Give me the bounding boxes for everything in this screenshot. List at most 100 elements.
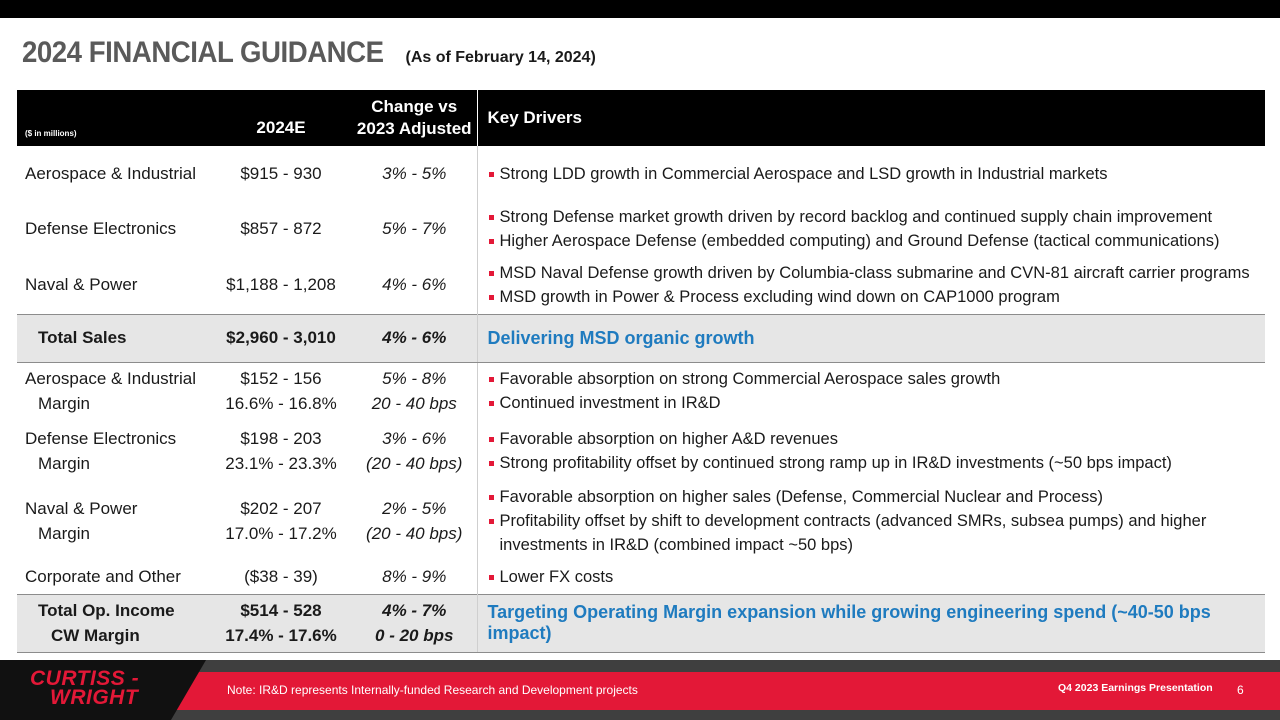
row-label: Naval & Power Margin: [17, 481, 210, 561]
cw-margin-value: 17.4% - 17.6%: [225, 626, 337, 645]
logo-background: [0, 660, 206, 720]
curtiss-wright-logo: CURTISS - WRIGHT: [30, 667, 140, 709]
driver-bullet: Favorable absorption on strong Commercia…: [488, 367, 1266, 391]
row-label: Corporate and Other: [25, 567, 181, 587]
driver-bullet: MSD growth in Power & Process excluding …: [488, 285, 1266, 309]
op-income-value: $152 - 156: [240, 369, 322, 389]
units-label: ($ in millions): [17, 90, 210, 146]
driver-bullet: Strong LDD growth in Commercial Aerospac…: [488, 162, 1266, 186]
total-op-income-change: 4% - 7%: [382, 601, 447, 620]
row-change: 4% - 6%: [352, 257, 478, 314]
table-row: Naval & Power $1,188 - 1,208 4% - 6% MSD…: [17, 257, 1265, 314]
footer-note: Note: IR&D represents Internally-funded …: [227, 683, 638, 697]
segment-label: Defense Electronics: [25, 428, 177, 448]
segment-label: Aerospace & Industrial: [25, 369, 197, 389]
row-drivers: Favorable absorption on higher A&D reven…: [477, 420, 1265, 481]
row-value: $198 - 203 23.1% - 23.3%: [210, 420, 352, 481]
total-op-income-row: Total Op. Income CW Margin $514 - 528 17…: [17, 593, 1265, 653]
row-drivers: Favorable absorption on strong Commercia…: [477, 362, 1265, 420]
driver-bullet: Favorable absorption on higher sales (De…: [488, 485, 1266, 509]
table-row: Defense Electronics $857 - 872 5% - 7% S…: [17, 201, 1265, 257]
row-drivers: Favorable absorption on higher sales (De…: [477, 481, 1265, 561]
page-title: 2024 FINANCIAL GUIDANCE: [22, 36, 384, 69]
margin-value: 17.0% - 17.2%: [225, 524, 337, 543]
row-value: $857 - 872: [240, 219, 322, 238]
table-row: Defense Electronics Margin $198 - 203 23…: [17, 420, 1265, 481]
row-value: $1,188 - 1,208: [226, 275, 336, 295]
page-number: 6: [1237, 683, 1244, 697]
total-op-income-value: $514 - 528: [240, 601, 322, 620]
footer-red-strip: [0, 672, 1280, 710]
total-sales-change: 4% - 6%: [352, 313, 478, 363]
total-op-value: $514 - 528 17.4% - 17.6%: [210, 593, 352, 653]
row-drivers: Strong LDD growth in Commercial Aerospac…: [477, 146, 1265, 201]
driver-text-continued: investments in IR&D (combined impact ~50…: [499, 536, 854, 554]
margin-value: 16.6% - 16.8%: [225, 394, 337, 414]
row-change: 2% - 5% (20 - 40 bps): [352, 481, 478, 561]
op-income-change: 5% - 8%: [382, 369, 447, 389]
total-op-change: 4% - 7% 0 - 20 bps: [352, 593, 478, 653]
driver-bullet: Profitability offset by shift to develop…: [488, 509, 1266, 557]
row-value: $202 - 207 17.0% - 17.2%: [210, 481, 352, 561]
driver-text: Profitability offset by shift to develop…: [499, 512, 1207, 530]
col-header-drivers: Key Drivers: [477, 90, 1265, 146]
table-row: Aerospace & Industrial Margin $152 - 156…: [17, 362, 1265, 420]
cw-margin-label: CW Margin: [51, 626, 140, 645]
op-income-change: 3% - 6%: [382, 428, 447, 448]
row-drivers: MSD Naval Defense growth driven by Colum…: [477, 257, 1265, 314]
total-op-label: Total Op. Income CW Margin: [17, 593, 210, 653]
margin-change: (20 - 40 bps): [366, 453, 463, 473]
col-header-change-line2: 2023 Adjusted: [356, 119, 472, 138]
row-label: Naval & Power: [25, 275, 138, 295]
table-row: Corporate and Other ($38 - 39) 8% - 9% L…: [17, 561, 1265, 594]
row-label: Aerospace & Industrial: [25, 163, 197, 183]
row-value: $915 - 930: [240, 163, 322, 183]
margin-value: 23.1% - 23.3%: [225, 453, 337, 473]
row-drivers: Strong Defense market growth driven by r…: [477, 201, 1265, 257]
total-op-driver: Targeting Operating Margin expansion whi…: [477, 593, 1265, 653]
table-header: ($ in millions) 2024E Change vs 2023 Adj…: [17, 90, 1265, 146]
page-subtitle: (As of February 14, 2024): [405, 49, 596, 66]
guidance-table: ($ in millions) 2024E Change vs 2023 Adj…: [17, 90, 1265, 653]
top-bar: [0, 0, 1280, 18]
row-change: 5% - 7%: [352, 201, 478, 257]
op-income-value: $198 - 203: [240, 428, 322, 448]
row-change: 8% - 9%: [352, 561, 478, 594]
row-label: Defense Electronics Margin: [17, 420, 210, 481]
row-label: Aerospace & Industrial Margin: [17, 362, 210, 420]
op-income-change: 2% - 5%: [382, 499, 447, 518]
row-label: Defense Electronics: [25, 219, 177, 238]
row-drivers: Lower FX costs: [477, 561, 1265, 594]
driver-bullet: Higher Aerospace Defense (embedded compu…: [488, 229, 1266, 253]
row-change: 3% - 5%: [352, 146, 478, 201]
driver-bullet: Strong Defense market growth driven by r…: [488, 205, 1266, 229]
margin-change: 20 - 40 bps: [371, 394, 457, 414]
driver-bullet: Lower FX costs: [488, 565, 1266, 589]
col-header-2024e: 2024E: [210, 90, 352, 146]
op-income-value: $202 - 207: [240, 499, 322, 518]
row-value: ($38 - 39): [244, 567, 318, 587]
margin-label: Margin: [38, 524, 90, 543]
row-change: 3% - 6% (20 - 40 bps): [352, 420, 478, 481]
segment-label: Naval & Power: [25, 499, 138, 518]
margin-label: Margin: [38, 394, 90, 414]
total-sales-row: Total Sales $2,960 - 3,010 4% - 6% Deliv…: [17, 313, 1265, 363]
total-sales-value: $2,960 - 3,010: [210, 313, 352, 363]
driver-bullet: Continued investment in IR&D: [488, 391, 1266, 415]
table-row: Naval & Power Margin $202 - 207 17.0% - …: [17, 481, 1265, 561]
logo-line-2: WRIGHT: [50, 686, 139, 709]
table-row: Aerospace & Industrial $915 - 930 3% - 5…: [17, 146, 1265, 201]
presentation-name: Q4 2023 Earnings Presentation: [1058, 682, 1213, 694]
row-value: $152 - 156 16.6% - 16.8%: [210, 362, 352, 420]
driver-bullet: MSD Naval Defense growth driven by Colum…: [488, 261, 1266, 285]
cw-margin-change: 0 - 20 bps: [375, 626, 454, 645]
logo-line-1: CURTISS -: [30, 667, 140, 690]
col-header-change: Change vs 2023 Adjusted: [352, 90, 478, 146]
col-header-change-line1: Change vs: [371, 97, 458, 116]
total-op-income-label: Total Op. Income: [38, 601, 175, 620]
margin-label: Margin: [38, 453, 90, 473]
total-sales-label: Total Sales: [17, 313, 210, 363]
driver-bullet: Favorable absorption on higher A&D reven…: [488, 427, 1266, 451]
title-block: 2024 FINANCIAL GUIDANCE (As of February …: [22, 36, 596, 70]
margin-change: (20 - 40 bps): [366, 524, 463, 543]
